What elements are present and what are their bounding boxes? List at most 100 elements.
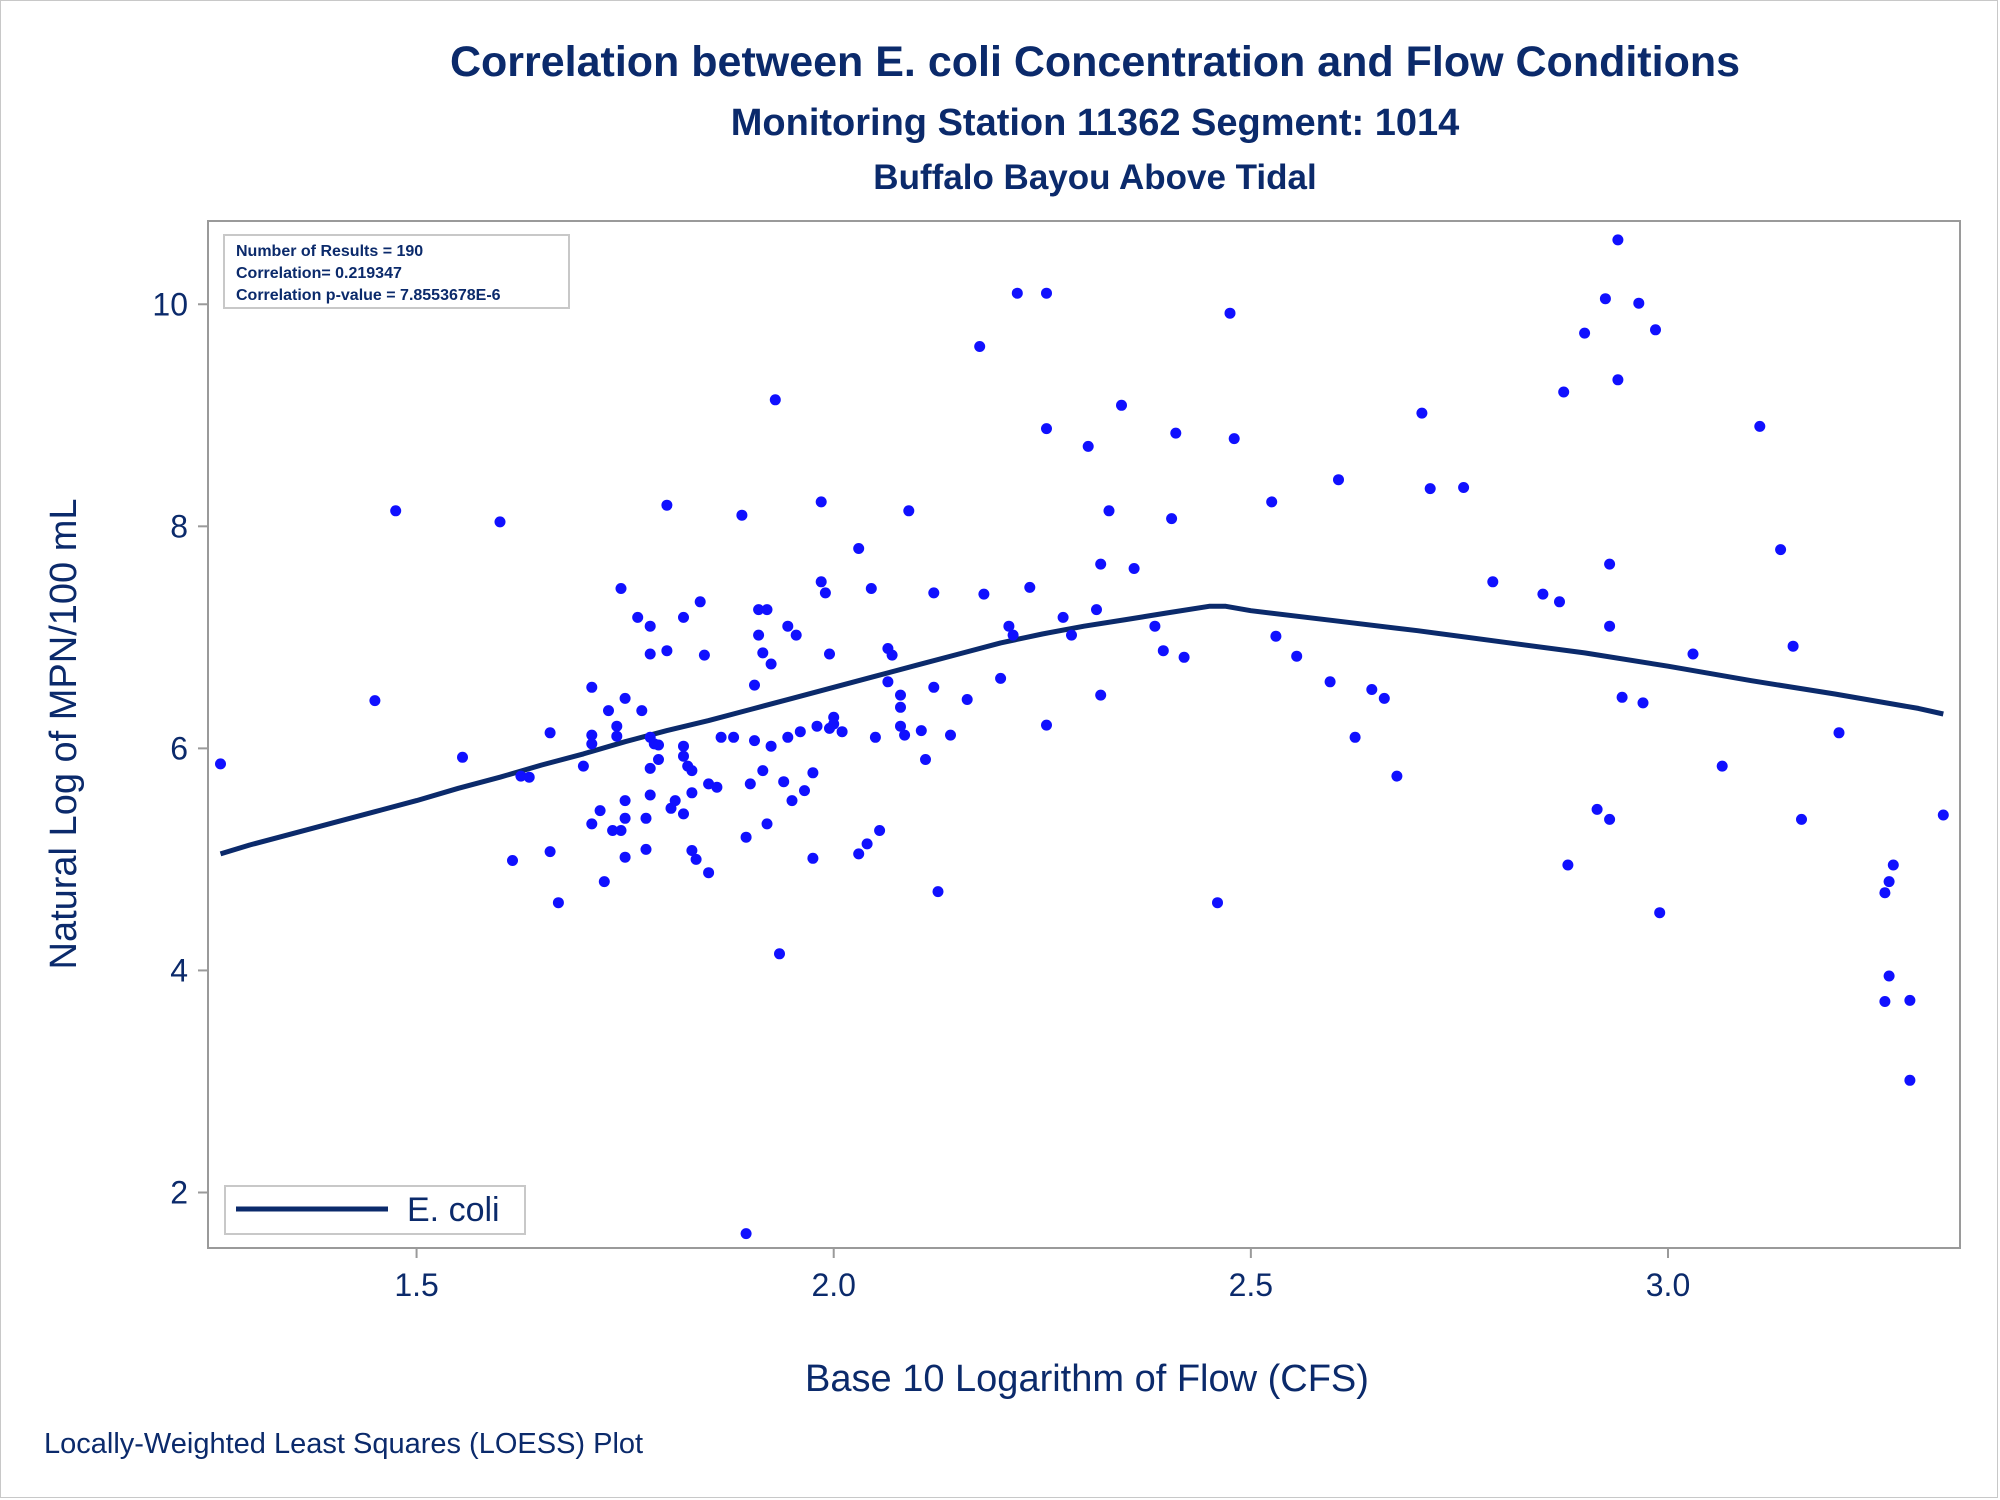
data-point [740,1228,752,1240]
data-point [895,701,906,713]
data-point [753,604,765,616]
data-point [1883,970,1895,982]
data-point [686,765,698,777]
data-point [761,818,773,830]
data-point [678,808,689,820]
data-point [523,771,535,783]
data-point [1887,859,1899,871]
data-point [778,776,790,788]
data-point [1266,496,1278,508]
data-point [882,676,894,688]
data-point [861,838,873,850]
data-point [1095,689,1107,701]
data-point [928,587,940,599]
data-point [1633,297,1645,309]
loess-line-layer [219,603,1944,857]
data-point [494,516,506,528]
data-point [1082,440,1094,452]
data-point [1796,813,1807,825]
data-point [819,587,831,599]
data-point [769,394,781,406]
data-point [1775,544,1787,556]
data-point [603,705,614,717]
loess-line [219,603,1944,857]
data-point [507,855,518,866]
data-point [1224,307,1236,319]
legend: E. coli [224,1185,526,1235]
data-point [1599,293,1611,305]
data-point [678,740,689,752]
data-point [1687,648,1699,660]
data-point [1007,629,1019,641]
data-point [644,789,656,801]
y-tick-label: 2 [170,1174,188,1210]
data-point [782,731,794,743]
data-point [632,611,644,623]
data-point [1333,474,1344,486]
data-point [1787,640,1799,652]
data-point [895,720,906,732]
data-point [1041,423,1052,435]
data-point [544,727,556,739]
chart-title: Correlation between E. coli Concentratio… [449,38,1741,86]
chart-subtitle-location: Buffalo Bayou Above Tidal [873,158,1317,197]
data-point [790,629,802,641]
data-point [1879,996,1891,1007]
data-point [636,705,648,717]
data-point [1291,650,1303,662]
data-point [728,731,740,743]
data-point [794,726,806,738]
data-point [1270,630,1282,642]
data-point [586,818,598,830]
data-point [765,740,777,752]
data-point [920,754,931,765]
data-point [1157,645,1169,657]
data-point [653,754,664,765]
data-point [828,718,840,730]
data-point [1591,803,1603,815]
data-point [1212,897,1223,909]
data-point [836,726,848,738]
data-point [753,629,765,641]
data-point [678,611,689,623]
data-point [669,795,681,807]
x-tick-label: 1.5 [394,1267,438,1303]
data-point [552,897,564,909]
data-point [457,751,468,763]
data-point [874,825,886,836]
stats-inset-line-2: Correlation= 0.219347 [236,265,402,282]
data-point [1228,433,1240,445]
data-point [544,846,556,858]
data-point [757,647,769,659]
data-point [1537,588,1549,600]
stats-inset-box [223,234,570,309]
data-point [740,831,752,843]
data-point [1003,620,1015,632]
data-point [1604,558,1616,570]
data-point [853,543,865,554]
data-point [661,499,673,511]
data-point [1057,611,1069,623]
data-point [586,738,598,750]
data-point [807,767,819,779]
data-point [757,765,769,777]
data-point [978,588,990,600]
x-tick-label: 2.5 [1229,1267,1273,1303]
data-point [744,778,756,790]
y-tick-label: 4 [170,952,188,988]
data-point [686,787,698,799]
data-point [640,843,652,855]
data-point [1579,327,1591,339]
data-point [703,778,715,790]
data-point [1128,563,1140,574]
data-point [619,812,631,824]
data-point [1558,386,1570,398]
data-point [1650,324,1661,336]
data-point [1091,604,1102,616]
data-point [815,576,827,588]
data-point [1416,407,1428,419]
data-point [1391,770,1403,782]
data-point [690,853,702,865]
data-point [811,720,823,732]
